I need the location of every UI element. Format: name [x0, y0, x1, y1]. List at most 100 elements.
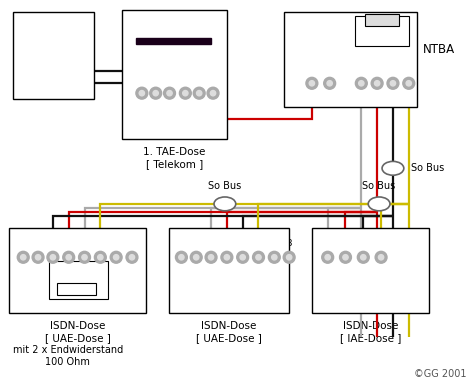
Circle shape: [20, 255, 26, 260]
Circle shape: [375, 251, 387, 263]
Text: 5: 5: [82, 239, 87, 248]
Text: 2b: 2b: [96, 266, 105, 276]
Circle shape: [113, 255, 119, 260]
Text: W: W: [165, 47, 173, 56]
Circle shape: [371, 77, 383, 89]
Circle shape: [139, 91, 145, 96]
Text: 1a: 1a: [64, 266, 73, 276]
Circle shape: [286, 255, 292, 260]
Text: a2: a2: [356, 69, 366, 78]
Circle shape: [272, 255, 277, 260]
Text: 3: 3: [50, 239, 55, 248]
Text: 1: 1: [179, 239, 184, 248]
Circle shape: [182, 91, 188, 96]
Circle shape: [306, 77, 318, 89]
Circle shape: [129, 255, 135, 260]
Circle shape: [17, 251, 29, 263]
Circle shape: [36, 255, 41, 260]
Text: NTBA: NTBA: [423, 43, 455, 56]
Circle shape: [343, 255, 348, 260]
Text: 1b: 1b: [80, 266, 89, 276]
Circle shape: [327, 81, 332, 86]
Text: ©GG 2001: ©GG 2001: [414, 369, 466, 379]
Text: So Bus: So Bus: [208, 181, 242, 191]
Text: .: .: [182, 21, 187, 35]
Circle shape: [175, 251, 187, 263]
Text: mit 2 x Endwiderstand: mit 2 x Endwiderstand: [13, 345, 123, 355]
Text: b2: b2: [403, 69, 414, 78]
Bar: [57, 283, 96, 295]
Circle shape: [374, 81, 380, 86]
Bar: [13, 12, 94, 99]
Text: b2: b2: [194, 47, 204, 56]
Text: E: E: [182, 47, 188, 56]
Text: 3: 3: [209, 239, 214, 248]
Bar: [122, 10, 227, 138]
Text: 6: 6: [256, 239, 261, 248]
Text: 2: 2: [153, 59, 158, 68]
Text: 2: 2: [193, 239, 199, 248]
Text: 2b: 2b: [376, 239, 386, 248]
Circle shape: [339, 251, 351, 263]
Bar: [136, 38, 211, 44]
Circle shape: [207, 87, 219, 99]
Circle shape: [179, 255, 184, 260]
Circle shape: [94, 251, 106, 263]
Text: [ UAE-Dose ]: [ UAE-Dose ]: [45, 333, 110, 343]
Circle shape: [253, 251, 264, 263]
Circle shape: [210, 91, 216, 96]
Circle shape: [309, 81, 315, 86]
Circle shape: [387, 77, 399, 89]
Text: [ IAE-Dose ]: [ IAE-Dose ]: [339, 333, 401, 343]
Circle shape: [359, 81, 364, 86]
Circle shape: [356, 77, 367, 89]
Text: 2b: 2b: [238, 266, 247, 276]
Circle shape: [110, 251, 122, 263]
Circle shape: [66, 255, 72, 260]
Bar: [49, 261, 108, 299]
Text: 1a: 1a: [340, 239, 351, 248]
Text: a: a: [310, 69, 314, 78]
Circle shape: [197, 91, 202, 96]
Text: So Bus: So Bus: [411, 163, 444, 173]
Text: 1a: 1a: [206, 266, 216, 276]
Circle shape: [180, 87, 191, 99]
Ellipse shape: [382, 161, 404, 175]
Circle shape: [357, 251, 369, 263]
Text: 6: 6: [210, 59, 216, 68]
Text: b: b: [327, 69, 332, 78]
Circle shape: [82, 255, 87, 260]
Circle shape: [324, 77, 336, 89]
Text: 1: 1: [164, 15, 177, 33]
Circle shape: [63, 251, 74, 263]
Text: 1: 1: [20, 239, 26, 248]
Circle shape: [167, 91, 172, 96]
Text: 5: 5: [240, 239, 246, 248]
Text: 1b: 1b: [222, 266, 232, 276]
Text: a2: a2: [208, 47, 218, 56]
Text: [ Telekom ]: [ Telekom ]: [146, 159, 203, 169]
Circle shape: [268, 251, 280, 263]
Circle shape: [209, 255, 214, 260]
Text: 4: 4: [66, 239, 71, 248]
Circle shape: [403, 77, 415, 89]
Circle shape: [361, 255, 366, 260]
Text: 100 Ohm: 100 Ohm: [46, 357, 90, 367]
Circle shape: [193, 255, 199, 260]
Circle shape: [283, 251, 295, 263]
Text: 4: 4: [224, 239, 229, 248]
Circle shape: [205, 251, 217, 263]
Circle shape: [224, 255, 229, 260]
Text: 7: 7: [113, 239, 119, 248]
Text: ISDN-Dose: ISDN-Dose: [50, 321, 105, 331]
Circle shape: [47, 251, 59, 263]
Text: 1b: 1b: [358, 239, 369, 248]
Circle shape: [136, 87, 148, 99]
Text: 2a: 2a: [48, 266, 58, 276]
Bar: [284, 12, 417, 107]
Circle shape: [390, 81, 396, 86]
Text: 6: 6: [98, 239, 103, 248]
Circle shape: [190, 251, 202, 263]
Text: 5: 5: [197, 59, 202, 68]
Circle shape: [221, 251, 233, 263]
